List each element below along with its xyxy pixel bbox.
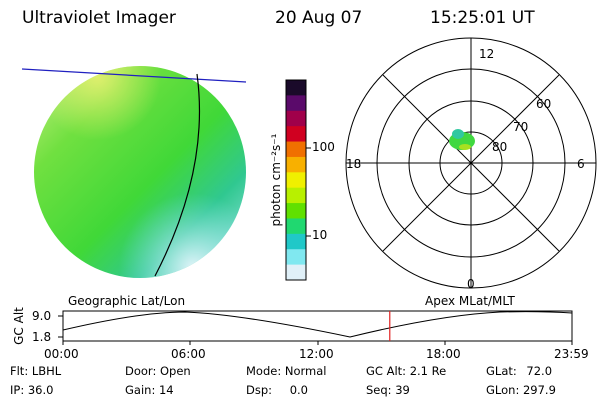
instrument-title: Ultraviolet Imager <box>22 8 176 28</box>
colorbar-unit-label: photon cm⁻²s⁻¹ <box>269 133 283 227</box>
colorbar-label-100: 100 <box>312 140 335 154</box>
polar-label-80: 80 <box>492 140 508 154</box>
timeline-tick-2: 12:00 <box>299 347 334 361</box>
gcalt-label: GC Alt: <box>366 364 407 378</box>
glon-value: 297.9 <box>522 383 556 397</box>
mode-label: Mode: <box>246 364 282 378</box>
colorbar-band <box>286 233 306 250</box>
door-label: Door: <box>125 364 157 378</box>
timeline-ymin: 1.8 <box>32 330 52 344</box>
timeline-ticks <box>62 341 573 345</box>
horizon-line <box>21 68 247 83</box>
uv-globe-image <box>34 66 246 278</box>
colorbar-band <box>286 203 306 219</box>
polar-label-12: 12 <box>479 47 495 61</box>
timeline-ymax: 9.0 <box>32 309 52 323</box>
colorbar-band <box>286 172 306 189</box>
colorbar-band <box>286 95 306 112</box>
flt-label: Flt: <box>10 364 29 378</box>
colorbar <box>286 80 306 281</box>
door-value: Open <box>159 364 191 378</box>
timeline-tick-0: 00:00 <box>44 347 79 361</box>
polar-label-18: 18 <box>346 157 362 171</box>
glat-value: 72.0 <box>526 364 553 378</box>
ip-label: IP: <box>10 383 25 397</box>
timeline-tick-1: 06:00 <box>171 347 206 361</box>
polar-label-6: 6 <box>577 157 585 171</box>
colorbar-band <box>286 187 306 204</box>
colorbar-band <box>286 80 306 96</box>
polar-label-0: 0 <box>467 277 475 291</box>
timeline-right-label: Apex MLat/MLT <box>425 294 515 308</box>
timeline-axis-title: GC Alt <box>12 307 26 345</box>
gcalt-value: 2.1 Re <box>409 364 447 378</box>
colorbar-band <box>286 110 306 127</box>
dsp-label: Dsp: <box>246 383 273 397</box>
polar-plot <box>345 37 597 289</box>
colorbar-band <box>286 156 306 173</box>
timeline-left-label: Geographic Lat/Lon <box>68 294 186 308</box>
seq-label: Seq: <box>366 383 392 397</box>
colorbar-band <box>286 218 306 235</box>
terminator-line <box>154 73 201 277</box>
flt-value: LBHL <box>31 364 62 378</box>
polar-label-60: 60 <box>536 97 552 111</box>
seq-value: 39 <box>395 383 410 397</box>
colorbar-band <box>286 126 306 143</box>
colorbar-label-10: 10 <box>312 228 328 242</box>
glon-label: GLon: <box>486 383 520 397</box>
colorbar-band <box>286 249 306 266</box>
altitude-curve <box>62 311 573 338</box>
ip-value: 36.0 <box>27 383 54 397</box>
dsp-value: 0.0 <box>289 383 308 397</box>
colorbar-band <box>286 141 306 158</box>
timeline-tick-3: 18:00 <box>426 347 461 361</box>
mode-value: Normal <box>284 364 327 378</box>
gain-label: Gain: <box>125 383 156 397</box>
auroral-blob <box>449 129 475 150</box>
glat-label: GLat: <box>486 364 517 378</box>
timeline-tick-4: 23:59 <box>554 347 589 361</box>
colorbar-frame <box>285 79 307 281</box>
header-date: 20 Aug 07 <box>275 8 363 28</box>
header-time: 15:25:01 UT <box>430 8 535 28</box>
polar-label-70: 70 <box>513 120 529 134</box>
gain-value: 14 <box>158 383 174 397</box>
colorbar-band <box>286 264 306 281</box>
